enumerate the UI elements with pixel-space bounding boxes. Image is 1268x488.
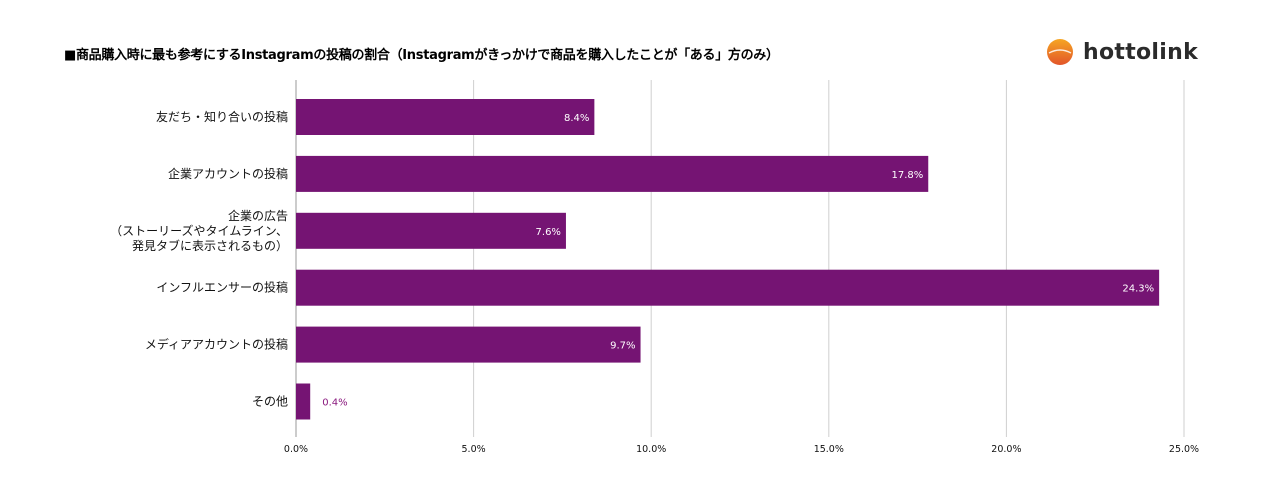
data-label: 8.4%	[564, 113, 589, 124]
data-label: 0.4%	[322, 398, 347, 409]
bar	[296, 99, 595, 135]
category-label: 友だち・知り合いの投稿	[156, 109, 288, 124]
orange-circle-logo-icon	[1047, 39, 1073, 65]
category-label: 企業の広告（ストーリーズやタイムライン、発見タブに表示されるもの）	[110, 208, 288, 253]
x-tick-label: 5.0%	[462, 444, 486, 455]
category-label: インフルエンサーの投稿	[156, 280, 288, 295]
category-label: その他	[252, 395, 288, 409]
x-axis-ticks: 0.0% 5.0% 10.0% 15.0% 20.0% 25.0%	[284, 444, 1199, 455]
category-label: 企業アカウントの投稿	[168, 166, 288, 181]
bar	[296, 269, 1160, 306]
x-tick-label: 20.0%	[991, 444, 1021, 455]
bar	[296, 212, 566, 249]
data-label: 24.3%	[1122, 284, 1154, 295]
chart-title: ■商品購入時に最も参考にするInstagramの投稿の割合（Instagramが…	[64, 48, 779, 63]
bar	[296, 383, 311, 420]
data-label: 7.6%	[536, 227, 561, 238]
x-tick-label: 25.0%	[1169, 444, 1199, 455]
bar	[296, 155, 929, 192]
category-labels: 友だち・知り合いの投稿企業アカウントの投稿企業の広告（ストーリーズやタイムライン…	[110, 109, 288, 409]
logo-text: hottolink	[1083, 39, 1198, 65]
grid-lines	[295, 80, 1185, 437]
bar	[296, 326, 641, 363]
x-tick-label: 0.0%	[284, 444, 308, 455]
x-tick-label: 15.0%	[814, 444, 844, 455]
data-label: 17.8%	[891, 170, 923, 181]
data-label: 9.7%	[610, 341, 635, 352]
category-label: メディアアカウントの投稿	[145, 337, 288, 352]
bars: 8.4% 17.8% 7.6% 24.3% 9.7% 0.4%	[296, 99, 1160, 420]
x-tick-label: 10.0%	[636, 444, 666, 455]
hottolink-logo: hottolink	[1046, 38, 1198, 66]
